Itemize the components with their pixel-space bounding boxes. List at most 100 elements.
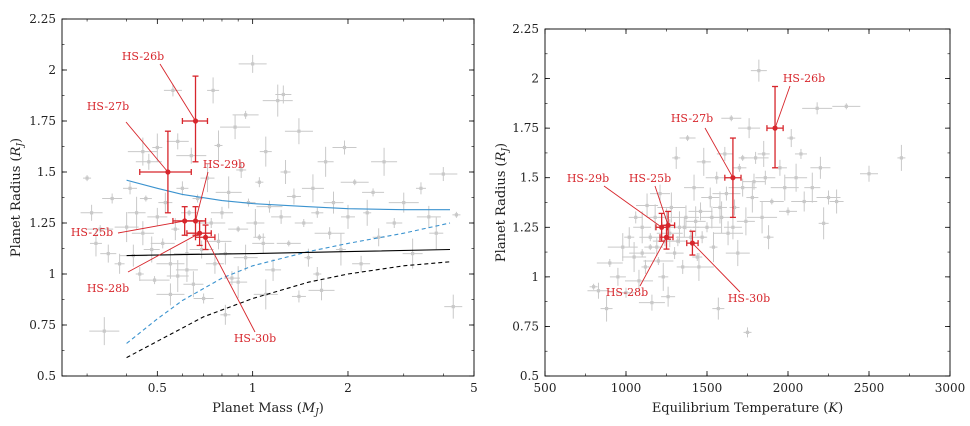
background-point bbox=[195, 196, 200, 201]
background-point bbox=[770, 199, 774, 204]
background-point bbox=[267, 205, 272, 209]
background-point bbox=[698, 209, 703, 214]
background-point bbox=[592, 285, 596, 289]
background-point bbox=[705, 225, 709, 229]
x-tick-label: 3000 bbox=[935, 381, 966, 395]
annotation-leader bbox=[774, 85, 791, 129]
y-axis-label: Planet Radius (RJ) bbox=[9, 138, 26, 257]
background-point bbox=[353, 180, 357, 184]
background-point bbox=[656, 259, 660, 263]
background-point bbox=[697, 265, 701, 269]
background-point bbox=[427, 215, 431, 219]
background-point bbox=[281, 92, 285, 97]
background-point bbox=[736, 251, 740, 255]
highlight-point-hs-26b bbox=[772, 125, 778, 131]
background-point bbox=[311, 186, 315, 190]
background-point bbox=[85, 176, 89, 180]
background-point bbox=[674, 156, 678, 160]
annotation-leader bbox=[125, 121, 169, 173]
background-point bbox=[648, 235, 652, 239]
background-point bbox=[616, 275, 620, 279]
background-point bbox=[737, 166, 741, 170]
background-point bbox=[754, 156, 758, 160]
background-point bbox=[297, 129, 301, 133]
background-point bbox=[661, 275, 665, 279]
background-point bbox=[246, 201, 251, 205]
background-point bbox=[653, 215, 657, 219]
background-point bbox=[822, 221, 826, 225]
background-point bbox=[371, 190, 375, 194]
background-point bbox=[264, 292, 268, 296]
y-tick-label: 1.75 bbox=[512, 121, 539, 135]
background-point bbox=[216, 239, 221, 243]
background-point bbox=[377, 235, 381, 239]
background-point bbox=[239, 168, 243, 172]
background-point bbox=[315, 211, 319, 215]
background-point bbox=[596, 289, 601, 293]
background-point bbox=[202, 296, 206, 301]
background-point bbox=[648, 245, 652, 249]
background-point bbox=[724, 191, 729, 196]
background-point bbox=[810, 186, 814, 190]
annotation-leader bbox=[127, 232, 200, 273]
model-curve-blue-solid bbox=[126, 179, 450, 211]
background-point bbox=[752, 180, 756, 184]
background-point bbox=[624, 291, 628, 295]
background-point bbox=[189, 154, 193, 158]
annotation-label: HS-28b bbox=[606, 286, 648, 299]
background-point bbox=[799, 152, 803, 156]
background-point bbox=[741, 186, 745, 190]
background-point bbox=[141, 231, 145, 235]
annotation-leader bbox=[159, 63, 196, 122]
background-point bbox=[244, 113, 248, 117]
model-curve-black-solid bbox=[126, 248, 451, 257]
annotation-label: HS-30b bbox=[234, 332, 276, 345]
background-point bbox=[180, 186, 185, 190]
x-tick-label: 5 bbox=[470, 381, 478, 395]
background-point bbox=[257, 180, 261, 184]
background-point bbox=[899, 156, 903, 160]
y-tick-label: 1 bbox=[531, 270, 539, 284]
background-point bbox=[815, 106, 819, 110]
background-point bbox=[264, 150, 268, 154]
background-point bbox=[454, 213, 459, 217]
annotation-label: HS-26b bbox=[783, 72, 825, 85]
background-point bbox=[711, 245, 716, 249]
background-point bbox=[681, 265, 685, 269]
background-point bbox=[658, 191, 662, 196]
background-point bbox=[794, 176, 798, 180]
background-point bbox=[668, 231, 672, 235]
y-tick-label: 2.25 bbox=[512, 22, 539, 36]
background-point bbox=[110, 196, 114, 201]
highlight-point-hs-28b bbox=[197, 230, 203, 236]
x-tick-label: 1000 bbox=[611, 381, 642, 395]
plot-frame bbox=[544, 28, 951, 377]
background-point bbox=[643, 265, 648, 269]
plot-frame bbox=[61, 18, 475, 377]
background-point bbox=[141, 150, 145, 154]
model-curve-blue-dashed bbox=[126, 222, 451, 344]
background-point bbox=[168, 262, 173, 266]
background-point bbox=[685, 136, 690, 140]
background-point bbox=[213, 262, 217, 266]
background-point bbox=[715, 176, 719, 180]
y-tick-label: 1.25 bbox=[512, 220, 539, 234]
background-point bbox=[125, 225, 129, 229]
background-point bbox=[187, 211, 191, 215]
background-point bbox=[708, 195, 712, 200]
y-tick-label: 1 bbox=[48, 267, 56, 281]
background-point bbox=[276, 99, 280, 103]
background-point bbox=[673, 251, 677, 255]
y-tick-label: 1.75 bbox=[29, 114, 56, 128]
background-point bbox=[694, 219, 698, 223]
temperature-radius-chart: HS-26b HS-27b HS-29b HS-25b HS-28b HS-30b 0.5 0… bbox=[494, 22, 965, 416]
background-point bbox=[306, 256, 311, 260]
y-tick-label: 1.25 bbox=[29, 216, 56, 230]
y-tick-label: 2 bbox=[531, 72, 539, 86]
background-point bbox=[637, 279, 641, 283]
background-point bbox=[744, 219, 748, 223]
background-point bbox=[745, 330, 750, 334]
highlight-point-hs-25b bbox=[182, 218, 188, 224]
highlight-point-hs-30b bbox=[202, 234, 209, 240]
background-point bbox=[176, 274, 180, 278]
